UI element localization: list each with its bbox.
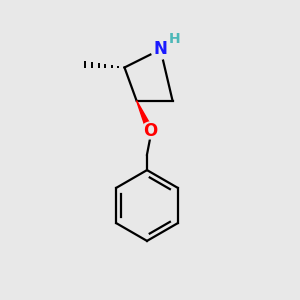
Text: O: O [143,122,157,140]
Text: N: N [154,40,167,58]
Text: H: H [169,32,180,46]
Circle shape [142,122,158,139]
Polygon shape [136,100,153,132]
Circle shape [151,40,170,59]
